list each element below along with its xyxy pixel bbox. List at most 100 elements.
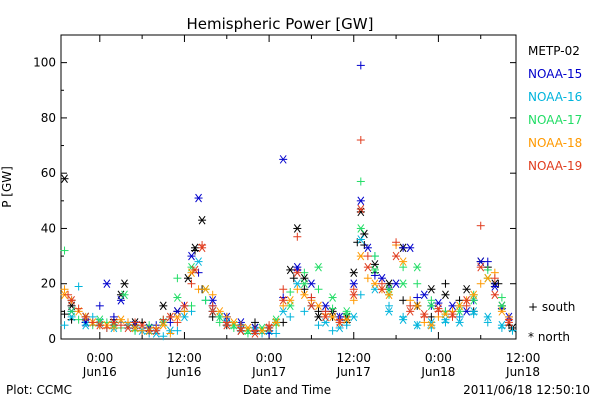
- south-point: [166, 329, 175, 338]
- north-point: [300, 279, 309, 289]
- north-point: [441, 309, 450, 319]
- south-point: [349, 285, 358, 294]
- north-point: [286, 296, 295, 305]
- south-point: [399, 296, 408, 305]
- data-points: [60, 61, 517, 341]
- north-point: [307, 279, 316, 289]
- south-point: [399, 243, 408, 252]
- legend-item: NOAA-17: [528, 113, 582, 127]
- north-point: [258, 326, 267, 336]
- north-point: [208, 296, 217, 305]
- north-point: [469, 290, 478, 300]
- south-point: [60, 310, 69, 319]
- north-point: [342, 307, 351, 316]
- marker-legend: + south * north: [528, 300, 575, 344]
- plot-frame: [60, 34, 517, 340]
- south-point: [399, 263, 408, 272]
- north-point: [201, 284, 210, 294]
- south-point: [60, 246, 69, 255]
- north-point: [335, 318, 344, 327]
- south-point: [363, 274, 372, 283]
- north-point: [483, 312, 492, 322]
- north-point: [399, 315, 408, 324]
- north-point: [406, 307, 415, 316]
- north-point: [307, 301, 316, 311]
- north-point: [462, 284, 471, 294]
- south-point: [490, 274, 499, 283]
- south-point: [427, 312, 436, 321]
- north-point: [427, 301, 436, 311]
- south-point: [314, 321, 323, 330]
- footer-timestamp: 2011/06/18 12:50:10: [463, 383, 590, 397]
- north-point: [321, 312, 330, 322]
- south-point: [138, 326, 147, 335]
- north-point: [279, 155, 288, 164]
- south-point: [250, 318, 259, 327]
- chart-title: Hemispheric Power [GW]: [187, 15, 374, 33]
- north-point: [356, 224, 365, 233]
- north-point: [279, 307, 288, 316]
- north-point: [370, 279, 379, 289]
- north-point: [166, 312, 175, 322]
- north-point: [236, 326, 245, 336]
- north-point: [138, 320, 147, 330]
- south-point: [60, 285, 69, 294]
- north-point: [229, 318, 238, 327]
- south-point: [124, 318, 133, 327]
- y-tick-label: 0: [48, 332, 56, 346]
- south-point: [363, 252, 372, 261]
- north-point: [265, 323, 274, 333]
- series-legend: METP-02 NOAA-15 NOAA-16 NOAA-17 NOAA-18 NOAA-…: [528, 44, 582, 173]
- north-point: [300, 290, 309, 300]
- south-point: [441, 279, 450, 288]
- south-point: [109, 323, 118, 332]
- north-point: [279, 296, 288, 305]
- north-point: [434, 298, 443, 308]
- south-point: [356, 136, 365, 145]
- north-point: [420, 309, 429, 319]
- south-point: [342, 321, 351, 330]
- south-point: [145, 326, 154, 335]
- north-point: [399, 257, 408, 266]
- south-point: [159, 315, 168, 324]
- south-point: [427, 296, 436, 305]
- north-point: [293, 224, 302, 233]
- y-tick-label: 100: [33, 56, 56, 70]
- south-point: [370, 252, 379, 261]
- north-point: [180, 312, 189, 322]
- x-tick-time-label: 0:00: [256, 351, 283, 365]
- north-point: [222, 320, 231, 330]
- south-point: [356, 290, 365, 299]
- south-point: [385, 301, 394, 310]
- marker-legend-item: * north: [528, 330, 570, 344]
- north-point: [413, 320, 422, 330]
- north-point: [173, 293, 182, 302]
- north-point: [377, 284, 386, 294]
- north-point: [349, 279, 358, 289]
- south-point: [208, 290, 217, 299]
- x-axis: 0:00Jun1612:00Jun160:00Jun1712:00Jun170:…: [82, 35, 541, 379]
- y-axis-label: P [GW]: [0, 166, 14, 208]
- x-tick-date-label: Jun18: [505, 365, 540, 379]
- north-point: [363, 243, 372, 253]
- south-point: [131, 318, 140, 327]
- x-tick-time-label: 12:00: [506, 351, 541, 365]
- north-point: [483, 273, 492, 283]
- legend-item: NOAA-18: [528, 136, 582, 150]
- south-point: [300, 285, 309, 294]
- south-point: [215, 318, 224, 327]
- x-axis-label: Date and Time: [243, 383, 331, 397]
- north-point: [360, 229, 369, 239]
- north-point: [356, 251, 365, 261]
- north-point: [455, 318, 464, 327]
- south-point: [194, 285, 203, 294]
- south-point: [289, 274, 298, 283]
- south-point: [279, 301, 288, 310]
- south-point: [64, 290, 73, 299]
- north-point: [392, 251, 401, 261]
- north-point: [120, 279, 129, 289]
- north-point: [194, 193, 203, 203]
- south-point: [328, 326, 337, 335]
- north-point: [215, 307, 224, 316]
- y-tick-label: 80: [41, 111, 56, 125]
